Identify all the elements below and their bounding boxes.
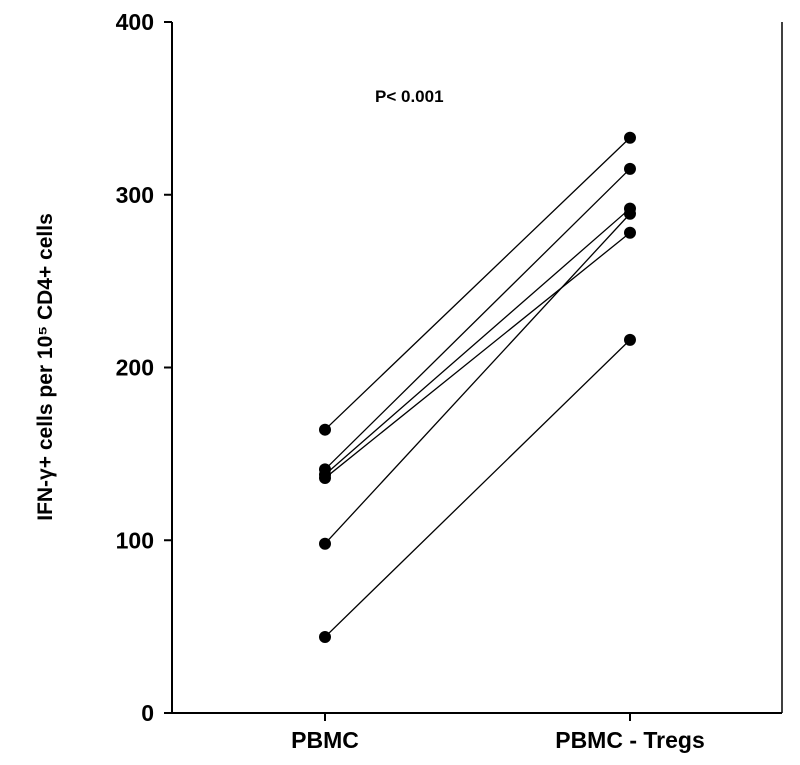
pbmc-tregs-point: [624, 207, 636, 220]
pbmc-point: [319, 537, 331, 550]
p-value-annotation: P< 0.001: [375, 87, 444, 106]
y-tick-label: 0: [141, 700, 154, 726]
pbmc-tregs-point: [624, 131, 636, 144]
pair-line: [324, 339, 631, 638]
axes: [171, 22, 783, 714]
pair-lines: [324, 137, 631, 638]
pbmc-point: [319, 423, 331, 436]
pair-line: [324, 168, 631, 470]
pair-line: [324, 137, 631, 431]
y-tick-label: 400: [116, 9, 154, 35]
pbmc-tregs-point: [624, 226, 636, 239]
data-points: [319, 131, 636, 643]
pair-line: [324, 232, 631, 479]
y-ticks: 0 100 200 300 400: [116, 9, 172, 726]
pbmc-point: [319, 472, 331, 485]
pair-line: [324, 213, 631, 545]
y-tick-label: 100: [116, 527, 154, 553]
x-category-label: PBMC - Tregs: [555, 727, 705, 753]
pbmc-point: [319, 630, 331, 643]
pbmc-tregs-point: [624, 162, 636, 175]
y-tick-label: 300: [116, 182, 154, 208]
pbmc-tregs-point: [624, 333, 636, 346]
pair-line: [324, 208, 631, 476]
y-axis-title: IFN-γ+ cells per 10⁵ CD4+ cells: [34, 213, 57, 521]
x-categories: PBMC PBMC - Tregs: [291, 713, 705, 753]
y-tick-label: 200: [116, 355, 154, 381]
x-category-label: PBMC: [291, 727, 359, 753]
